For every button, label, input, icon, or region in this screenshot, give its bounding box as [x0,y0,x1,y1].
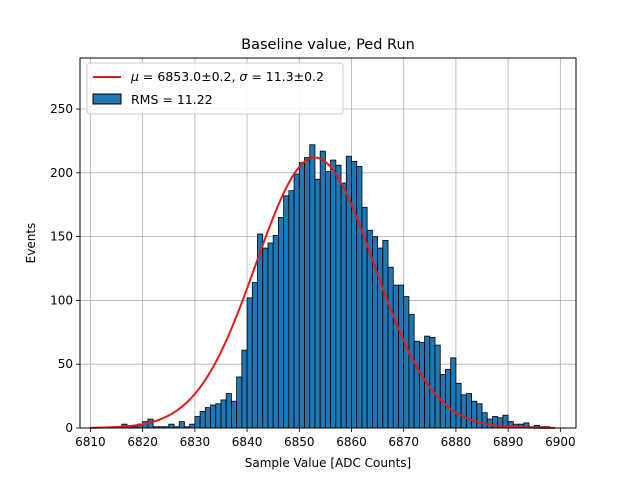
y-axis-label: Events [24,223,38,264]
y-tick-label: 200 [50,166,73,180]
histogram-bar [304,157,311,429]
legend-hist-swatch [92,93,122,105]
histogram-bar [267,242,274,429]
x-tick-label: 6820 [127,435,158,449]
histogram-bar [403,296,410,429]
legend: μ = 6853.0±0.2, σ = 11.3±0.2 RMS = 11.22 [86,62,344,115]
histogram-bar [257,233,264,429]
histogram-bar [418,342,425,429]
legend-mu-value: = 6853.0±0.2, [139,69,239,84]
histogram-bar [481,412,488,429]
histogram-bar [445,368,452,429]
histogram-bar [251,282,258,429]
gaussian-fit-curve [90,156,556,429]
histogram-bar [340,182,347,429]
histogram-bar [225,393,232,429]
histogram-bar [330,159,337,429]
histogram-bar [220,399,227,429]
fit-curve-layer [90,156,556,429]
histogram-bar [465,393,472,429]
histogram-bar [471,400,478,429]
histogram-bar [450,357,457,429]
histogram-bar [460,394,467,429]
histogram-bar [178,421,185,429]
x-axis-ticks: 6810 6820 6830 6840 6850 6860 6870 6880 6890 6900 [75,428,576,449]
histogram-bar [204,407,211,429]
y-axis-ticks: 0 50 100 150 200 250 [50,102,80,435]
histogram-bar [476,403,483,429]
histogram-bar [262,247,269,429]
histogram-bar [382,240,389,429]
histogram-bar [283,195,290,429]
axes-frame [79,57,577,429]
histogram-bar [309,144,316,429]
histogram-bar [298,162,305,429]
histogram-bar [288,190,295,429]
x-tick-label: 6900 [545,435,576,449]
histogram-bar [335,164,342,429]
legend-box [86,62,344,115]
legend-hist-label: RMS = 11.22 [131,92,213,107]
histogram-bar [455,382,462,429]
legend-sigma-value: = 11.3±0.2 [247,69,324,84]
histogram-bar [231,400,238,429]
histogram-bar [293,173,300,429]
histogram-bar [319,150,326,429]
histogram-bar [236,376,243,429]
histogram-bar [392,284,399,429]
x-tick-label: 6860 [336,435,367,449]
chart-title: Baseline value, Ped Run [241,37,415,53]
histogram-bar [199,411,206,429]
y-tick-label: 150 [50,230,73,244]
histogram-bar [429,337,436,429]
histogram-bar [434,344,441,429]
x-tick-label: 6810 [75,435,106,449]
histogram-bar [168,423,175,429]
histogram-bar [189,423,196,429]
histogram-bar [277,217,285,429]
x-tick-label: 6840 [232,435,263,449]
histogram-bar [398,284,405,429]
histogram-bar [314,178,321,429]
histogram-bar [387,266,394,429]
histogram-bar [356,166,363,429]
x-tick-label: 6880 [441,435,472,449]
histogram-bar [215,403,222,429]
x-axis-label: Sample Value [ADC Counts] [245,456,411,470]
histogram-bar [246,297,253,429]
y-tick-label: 250 [50,102,73,116]
legend-sigma-symbol: σ [239,69,248,84]
x-tick-label: 6850 [284,435,315,449]
y-tick-label: 0 [65,421,73,435]
histogram-bar [272,234,279,429]
x-tick-label: 6870 [388,435,419,449]
histogram-bar [210,404,217,429]
x-tick-label: 6890 [493,435,524,449]
y-tick-label: 100 [50,293,73,307]
legend-fit-label: μ = 6853.0±0.2, σ = 11.3±0.2 [130,69,324,84]
histogram-bar [241,349,248,429]
y-tick-label: 50 [58,357,73,371]
legend-mu-symbol: μ [130,69,139,84]
x-tick-label: 6830 [180,435,211,449]
histogram-bar [351,160,358,429]
histogram-bar [324,171,332,429]
histogram-bar [194,416,201,429]
histogram-bars [121,144,551,429]
histogram-bar [408,314,415,429]
histogram-bar [413,340,420,429]
